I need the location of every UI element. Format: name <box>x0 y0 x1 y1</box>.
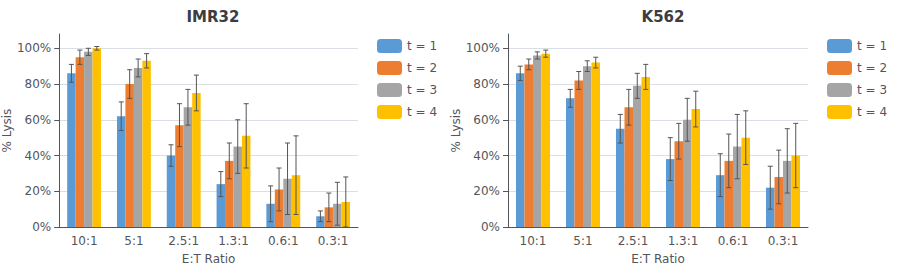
svg-text:20%: 20% <box>473 184 500 198</box>
svg-text:% Lysis: % Lysis <box>0 109 14 153</box>
svg-text:80%: 80% <box>25 77 52 91</box>
svg-text:t = 1: t = 1 <box>857 39 887 53</box>
svg-text:0.6:1: 0.6:1 <box>718 234 749 248</box>
svg-text:t = 3: t = 3 <box>407 83 437 97</box>
svg-text:100%: 100% <box>466 41 500 55</box>
svg-text:t = 3: t = 3 <box>857 83 887 97</box>
svg-text:2.5:1: 2.5:1 <box>168 234 199 248</box>
svg-text:% Lysis: % Lysis <box>449 109 463 153</box>
svg-text:100%: 100% <box>17 41 51 55</box>
svg-text:80%: 80% <box>473 77 500 91</box>
svg-text:20%: 20% <box>25 184 52 198</box>
svg-text:E:T Ratio: E:T Ratio <box>182 252 236 266</box>
svg-text:10:1: 10:1 <box>71 234 98 248</box>
svg-text:t = 4: t = 4 <box>857 105 887 119</box>
svg-text:40%: 40% <box>473 149 500 163</box>
svg-text:10:1: 10:1 <box>520 234 547 248</box>
svg-text:K562: K562 <box>642 8 685 26</box>
svg-text:t = 2: t = 2 <box>407 61 437 75</box>
svg-text:0.6:1: 0.6:1 <box>268 234 299 248</box>
svg-text:5:1: 5:1 <box>124 234 143 248</box>
svg-text:1.3:1: 1.3:1 <box>668 234 699 248</box>
svg-text:1.3:1: 1.3:1 <box>218 234 249 248</box>
svg-text:40%: 40% <box>25 149 52 163</box>
svg-text:0.3:1: 0.3:1 <box>768 234 799 248</box>
svg-text:0.3:1: 0.3:1 <box>318 234 349 248</box>
svg-text:E:T Ratio: E:T Ratio <box>631 252 685 266</box>
svg-text:0%: 0% <box>32 220 51 234</box>
svg-text:0%: 0% <box>481 220 500 234</box>
svg-text:t = 4: t = 4 <box>407 105 437 119</box>
svg-text:IMR32: IMR32 <box>187 8 240 26</box>
svg-text:60%: 60% <box>25 113 52 127</box>
svg-text:60%: 60% <box>473 113 500 127</box>
svg-text:t = 2: t = 2 <box>857 61 887 75</box>
svg-text:5:1: 5:1 <box>573 234 592 248</box>
svg-text:2.5:1: 2.5:1 <box>618 234 649 248</box>
svg-text:t = 1: t = 1 <box>407 39 437 53</box>
